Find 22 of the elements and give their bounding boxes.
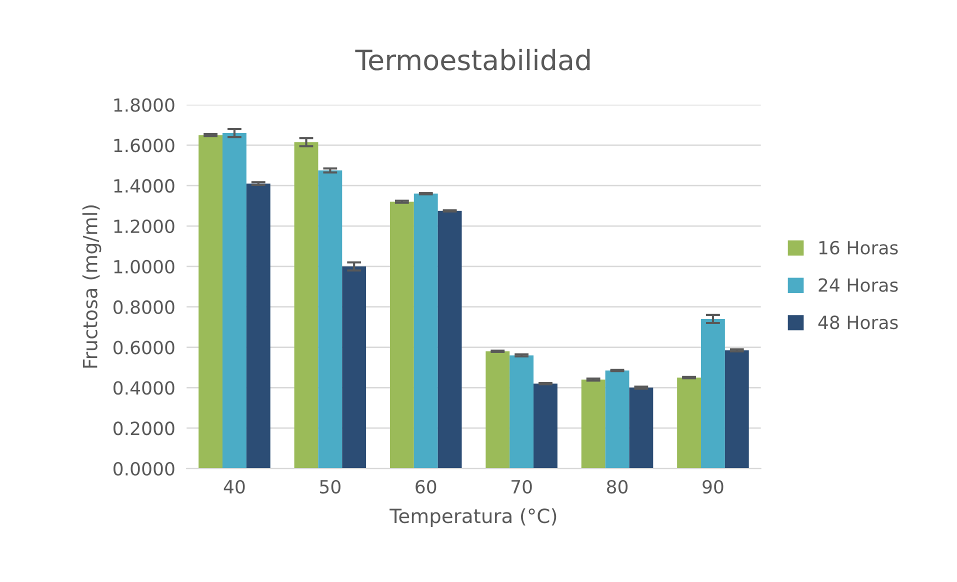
y-axis-title: Fructosa (mg/ml) [82,205,102,368]
legend-label: 16 Horas [819,240,898,255]
y-tick-label: 0.8000 [114,300,174,314]
x-tick-label: 90 [702,480,724,494]
x-tick-label: 70 [512,480,532,494]
y-tick-label: 0.6000 [114,340,174,354]
y-tick-label: 1.4000 [114,179,174,193]
legend-label: 24 Horas [818,278,898,292]
y-tick-label: 0.0000 [114,462,174,476]
y-tick-label: 0.2000 [114,422,174,436]
legend-label: 48 Horas [818,316,898,330]
y-tick-label: 1.0000 [114,260,174,274]
x-axis-title: Temperatura (°C) [390,508,556,528]
y-tick-label: 1.2000 [114,219,174,234]
y-tick-label: 1.8000 [114,98,174,112]
x-tick-label: 40 [224,480,245,494]
y-tick-label: 0.4000 [114,381,174,395]
x-tick-label: 60 [416,480,436,494]
x-tick-label: 50 [320,480,340,494]
x-tick-label: 80 [607,480,628,494]
y-tick-label: 1.6000 [114,138,174,152]
chart-title: Termoestabilidad [355,48,590,70]
